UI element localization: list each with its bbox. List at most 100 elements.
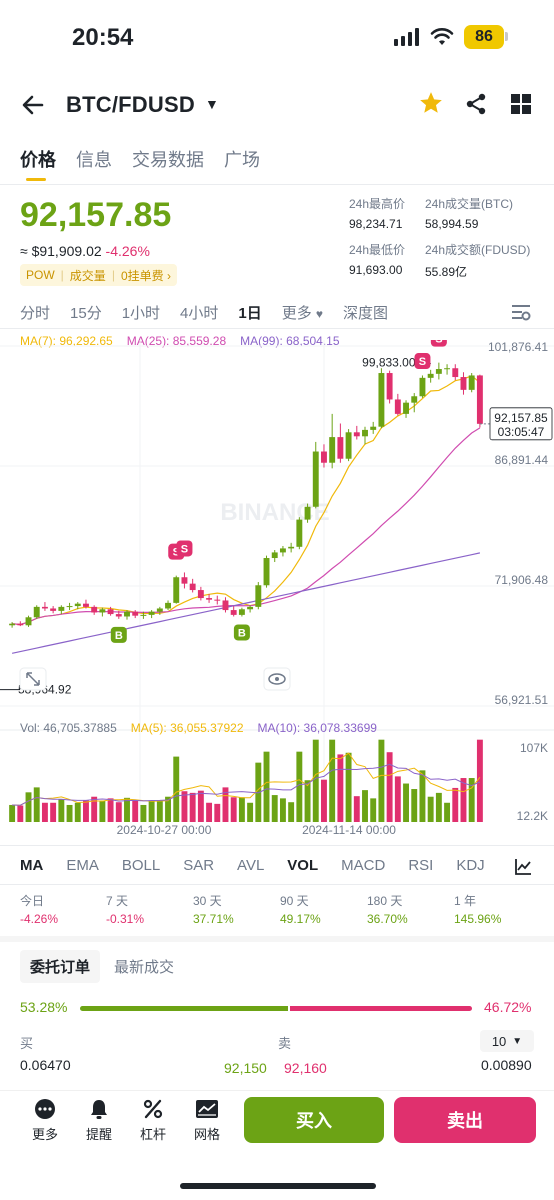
candle-body: [337, 437, 344, 459]
buy-button[interactable]: 买入: [244, 1097, 384, 1143]
home-indicator: [180, 1183, 376, 1189]
interval-15m[interactable]: 15分: [70, 305, 102, 322]
depth-chart-tab[interactable]: 深度图: [343, 305, 389, 322]
interval-4h[interactable]: 4小时: [180, 305, 219, 322]
candle-body: [214, 599, 221, 601]
perf-7d: 7 天 -0.31%: [106, 892, 144, 926]
y-axis-label: 71,906.48: [495, 573, 549, 587]
volume-bar: [230, 797, 237, 822]
chart-settings-icon[interactable]: [510, 303, 532, 321]
sell-button[interactable]: 卖出: [394, 1097, 536, 1143]
x-axis-label: 2024-11-14 00:00: [302, 823, 396, 837]
favorite-star-icon[interactable]: [418, 90, 444, 116]
candle-body: [33, 606, 40, 618]
ma-legend: MA(7): 96,292.65 MA(25): 85,559.28 MA(99…: [20, 334, 340, 348]
candle-body: [115, 614, 122, 617]
nav-more[interactable]: 更多: [25, 1098, 65, 1143]
indicator-sar[interactable]: SAR: [183, 857, 215, 874]
eye-icon: [268, 673, 286, 685]
more-label: 更多: [281, 305, 312, 322]
volume-axis-label: 107K: [520, 741, 548, 755]
candle-body: [41, 606, 48, 609]
volume-bar: [419, 770, 426, 822]
tab-latest-trades[interactable]: 最新成交: [114, 959, 175, 976]
interval-tick[interactable]: 分时: [20, 305, 51, 322]
volume-bar: [394, 776, 401, 822]
heart-caret-icon: ♥: [315, 307, 324, 321]
divider: [0, 184, 554, 185]
nav-grid[interactable]: 网格: [187, 1098, 227, 1143]
perf-value: -4.26%: [20, 912, 59, 926]
high-value: 98,234.71: [349, 217, 403, 231]
candle-body: [288, 546, 295, 549]
perf-value: 49.17%: [280, 912, 321, 926]
volume-bar: [148, 801, 155, 822]
ma7-line: [12, 375, 481, 626]
interval-1h[interactable]: 1小时: [121, 305, 161, 322]
indicator-rsi[interactable]: RSI: [408, 857, 434, 874]
vol-ma10-legend: MA(10): 36,078.33699: [257, 721, 377, 735]
chevron-down-icon[interactable]: ▼: [205, 96, 219, 112]
indicator-settings-icon[interactable]: [514, 858, 532, 876]
indicator-macd[interactable]: MACD: [341, 857, 386, 874]
interval-more[interactable]: 更多 ♥: [282, 302, 323, 323]
candle-body: [411, 396, 418, 403]
badge-letter: S: [419, 356, 426, 368]
back-arrow-icon[interactable]: [20, 92, 46, 118]
volume-bar: [353, 796, 360, 822]
binance-watermark: BINANCE: [220, 499, 329, 526]
nav-leverage[interactable]: 杠杆: [133, 1098, 173, 1143]
indicator-vol[interactable]: VOL: [287, 857, 319, 874]
grid-trading-icon: [196, 1100, 218, 1118]
candle-body: [66, 606, 73, 608]
perf-90d: 90 天 49.17%: [280, 892, 321, 926]
volume-bar: [378, 739, 385, 822]
divider: [0, 845, 554, 846]
ma99-line: [11, 552, 481, 654]
bid-price[interactable]: 92,150: [224, 1060, 267, 1076]
candlestick-chart[interactable]: BINANCE 99,833.00 —58,964.92BBSSSS92,157…: [0, 340, 554, 840]
volume-bar: [189, 792, 196, 822]
candle-body: [25, 617, 32, 626]
volume-bar: [444, 802, 451, 822]
indicator-boll[interactable]: BOLL: [121, 857, 161, 874]
nav-alert-label: 提醒: [85, 1127, 112, 1142]
interval-1d[interactable]: 1日: [238, 305, 262, 322]
volume-bar: [345, 752, 352, 822]
tab-info[interactable]: 信息: [76, 150, 112, 170]
candle-body: [304, 506, 311, 520]
tab-trading-data[interactable]: 交易数据: [132, 150, 204, 170]
vol-btc-label: 24h成交量(BTC): [425, 197, 514, 211]
nav-more-label: 更多: [31, 1127, 58, 1142]
buy-label: 买: [20, 1036, 34, 1051]
indicator-avl[interactable]: AVL: [237, 857, 265, 874]
layout-grid-icon[interactable]: [510, 93, 532, 115]
tab-order-book[interactable]: 委托订单: [20, 950, 101, 983]
vol-btc-value: 58,994.59: [425, 217, 479, 231]
pair-title[interactable]: BTC/FDUSD: [66, 92, 195, 117]
candle-body: [165, 602, 171, 609]
tag-row[interactable]: POW | 成交量 | 0挂单费 ›: [20, 264, 177, 286]
nav-alert[interactable]: 提醒: [79, 1098, 119, 1143]
tab-price[interactable]: 价格: [20, 150, 56, 170]
share-icon[interactable]: [464, 92, 488, 116]
volume-bar: [329, 739, 336, 822]
indicator-ma[interactable]: MA: [20, 857, 44, 874]
precision-select[interactable]: 10 ▼: [480, 1030, 534, 1052]
tab-square[interactable]: 广场: [224, 150, 260, 170]
volume-bar: [321, 779, 327, 822]
indicator-kdj[interactable]: KDJ: [456, 857, 485, 874]
buy-badge: [233, 624, 250, 641]
top-tabs: 价格 信息 交易数据 广场: [20, 146, 260, 172]
indicator-ema[interactable]: EMA: [66, 857, 99, 874]
badge-letter: S: [173, 547, 180, 559]
volume-bar: [247, 802, 254, 822]
perf-label: 180 天: [367, 894, 403, 908]
status-time: 20:54: [72, 24, 134, 51]
usd-price: ≈ $91,909.02: [20, 243, 102, 259]
ask-price[interactable]: 92,160: [284, 1060, 327, 1076]
candle-body: [124, 611, 130, 617]
candle-body: [370, 426, 377, 430]
candle-body: [58, 606, 65, 611]
order-tabs: 委托订单 最新成交: [20, 950, 178, 983]
